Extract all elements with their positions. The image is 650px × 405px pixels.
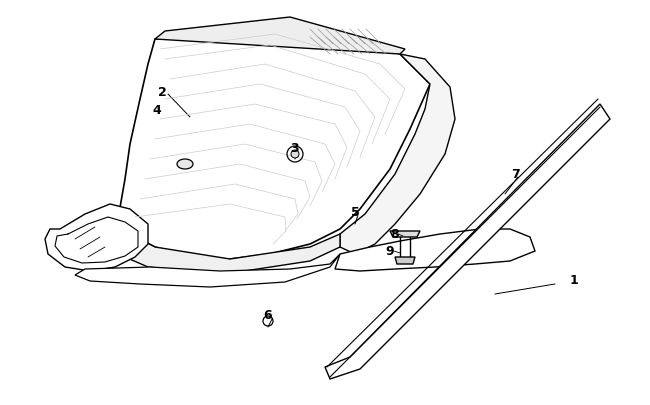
Polygon shape (325, 105, 610, 379)
Text: 6: 6 (264, 309, 272, 322)
Polygon shape (75, 254, 340, 287)
Polygon shape (118, 234, 340, 274)
Circle shape (291, 151, 299, 159)
Polygon shape (395, 257, 415, 264)
Polygon shape (155, 18, 405, 55)
Text: 7: 7 (512, 167, 521, 180)
Polygon shape (340, 55, 455, 254)
Text: 8: 8 (391, 228, 399, 241)
Text: 9: 9 (385, 245, 395, 258)
Polygon shape (118, 25, 430, 259)
Text: 4: 4 (153, 103, 161, 116)
Text: 3: 3 (291, 141, 299, 154)
Polygon shape (390, 231, 420, 237)
Text: 5: 5 (350, 205, 359, 218)
Text: 1: 1 (569, 273, 578, 286)
Polygon shape (335, 230, 535, 271)
Polygon shape (45, 205, 148, 271)
Text: 2: 2 (158, 86, 166, 99)
Ellipse shape (177, 160, 193, 170)
